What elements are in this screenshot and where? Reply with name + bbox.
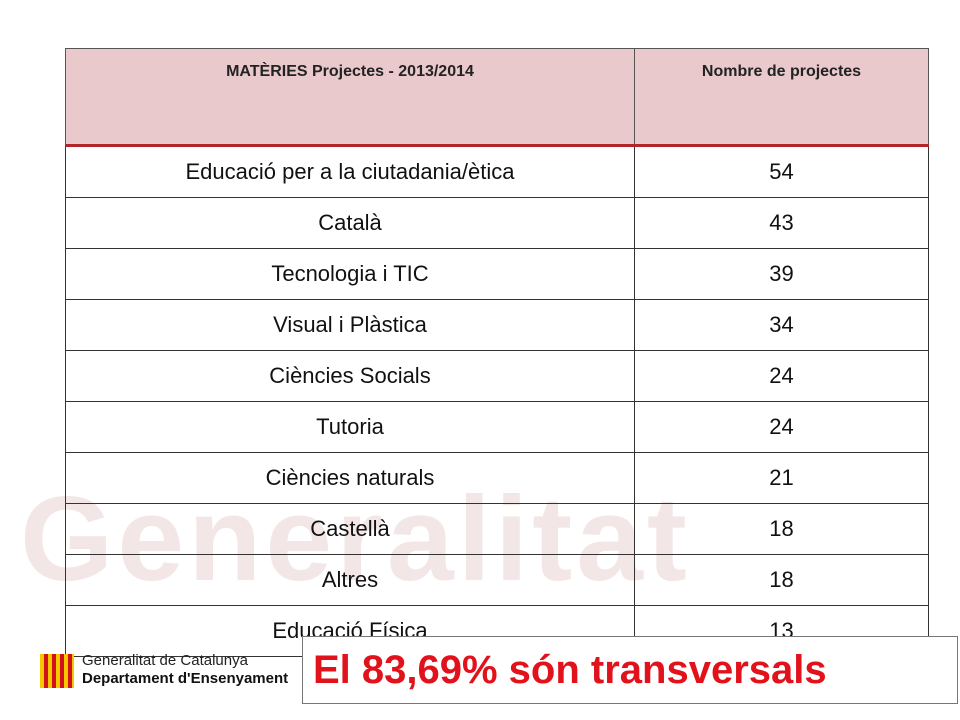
- header-cell: MATÈRIES Projectes - 2013/2014: [65, 48, 635, 146]
- count-cell: 18: [634, 503, 929, 555]
- subject-cell: Ciències naturals: [65, 452, 635, 504]
- logo: Generalitat de Catalunya Departament d'E…: [40, 652, 310, 692]
- count-cell: 24: [634, 401, 929, 453]
- count-cell: 34: [634, 299, 929, 351]
- count-cell: 43: [634, 197, 929, 249]
- table-row: Tutoria 24: [65, 401, 929, 453]
- subject-cell: Altres: [65, 554, 635, 606]
- count-cell: 18: [634, 554, 929, 606]
- table-row: Educació per a la ciutadania/ètica 54: [65, 145, 929, 198]
- logo-text: Departament d'Ensenyament: [82, 670, 289, 687]
- count-cell: 24: [634, 350, 929, 402]
- projects-table: MATÈRIES Projectes - 2013/2014 Nombre de…: [65, 48, 929, 657]
- subject-cell: Castellà: [65, 503, 635, 555]
- table-row: Ciències naturals 21: [65, 452, 929, 504]
- table-row: Altres 18: [65, 554, 929, 606]
- table-row: Català 43: [65, 197, 929, 249]
- subject-cell: Visual i Plàstica: [65, 299, 635, 351]
- logo-text: Generalitat de Catalunya: [82, 652, 248, 669]
- logo-icon: [40, 654, 74, 688]
- header-cell: Nombre de projectes: [634, 48, 929, 146]
- summary-note: El 83,69% són transversals: [302, 636, 958, 704]
- table-body: Educació per a la ciutadania/ètica 54 Cata…: [65, 145, 929, 657]
- subject-cell: Tutoria: [65, 401, 635, 453]
- subject-cell: Català: [65, 197, 635, 249]
- header-row: MATÈRIES Projectes - 2013/2014 Nombre de…: [65, 48, 929, 146]
- subject-cell: Educació per a la ciutadania/ètica: [65, 145, 635, 198]
- table-row: Ciències Socials 24: [65, 350, 929, 402]
- count-cell: 54: [634, 145, 929, 198]
- table-row: Castellà 18: [65, 503, 929, 555]
- subject-cell: Ciències Socials: [65, 350, 635, 402]
- count-cell: 21: [634, 452, 929, 504]
- table-row: Tecnologia i TIC 39: [65, 248, 929, 300]
- count-cell: 39: [634, 248, 929, 300]
- subject-cell: Tecnologia i TIC: [65, 248, 635, 300]
- table-row: Visual i Plàstica 34: [65, 299, 929, 351]
